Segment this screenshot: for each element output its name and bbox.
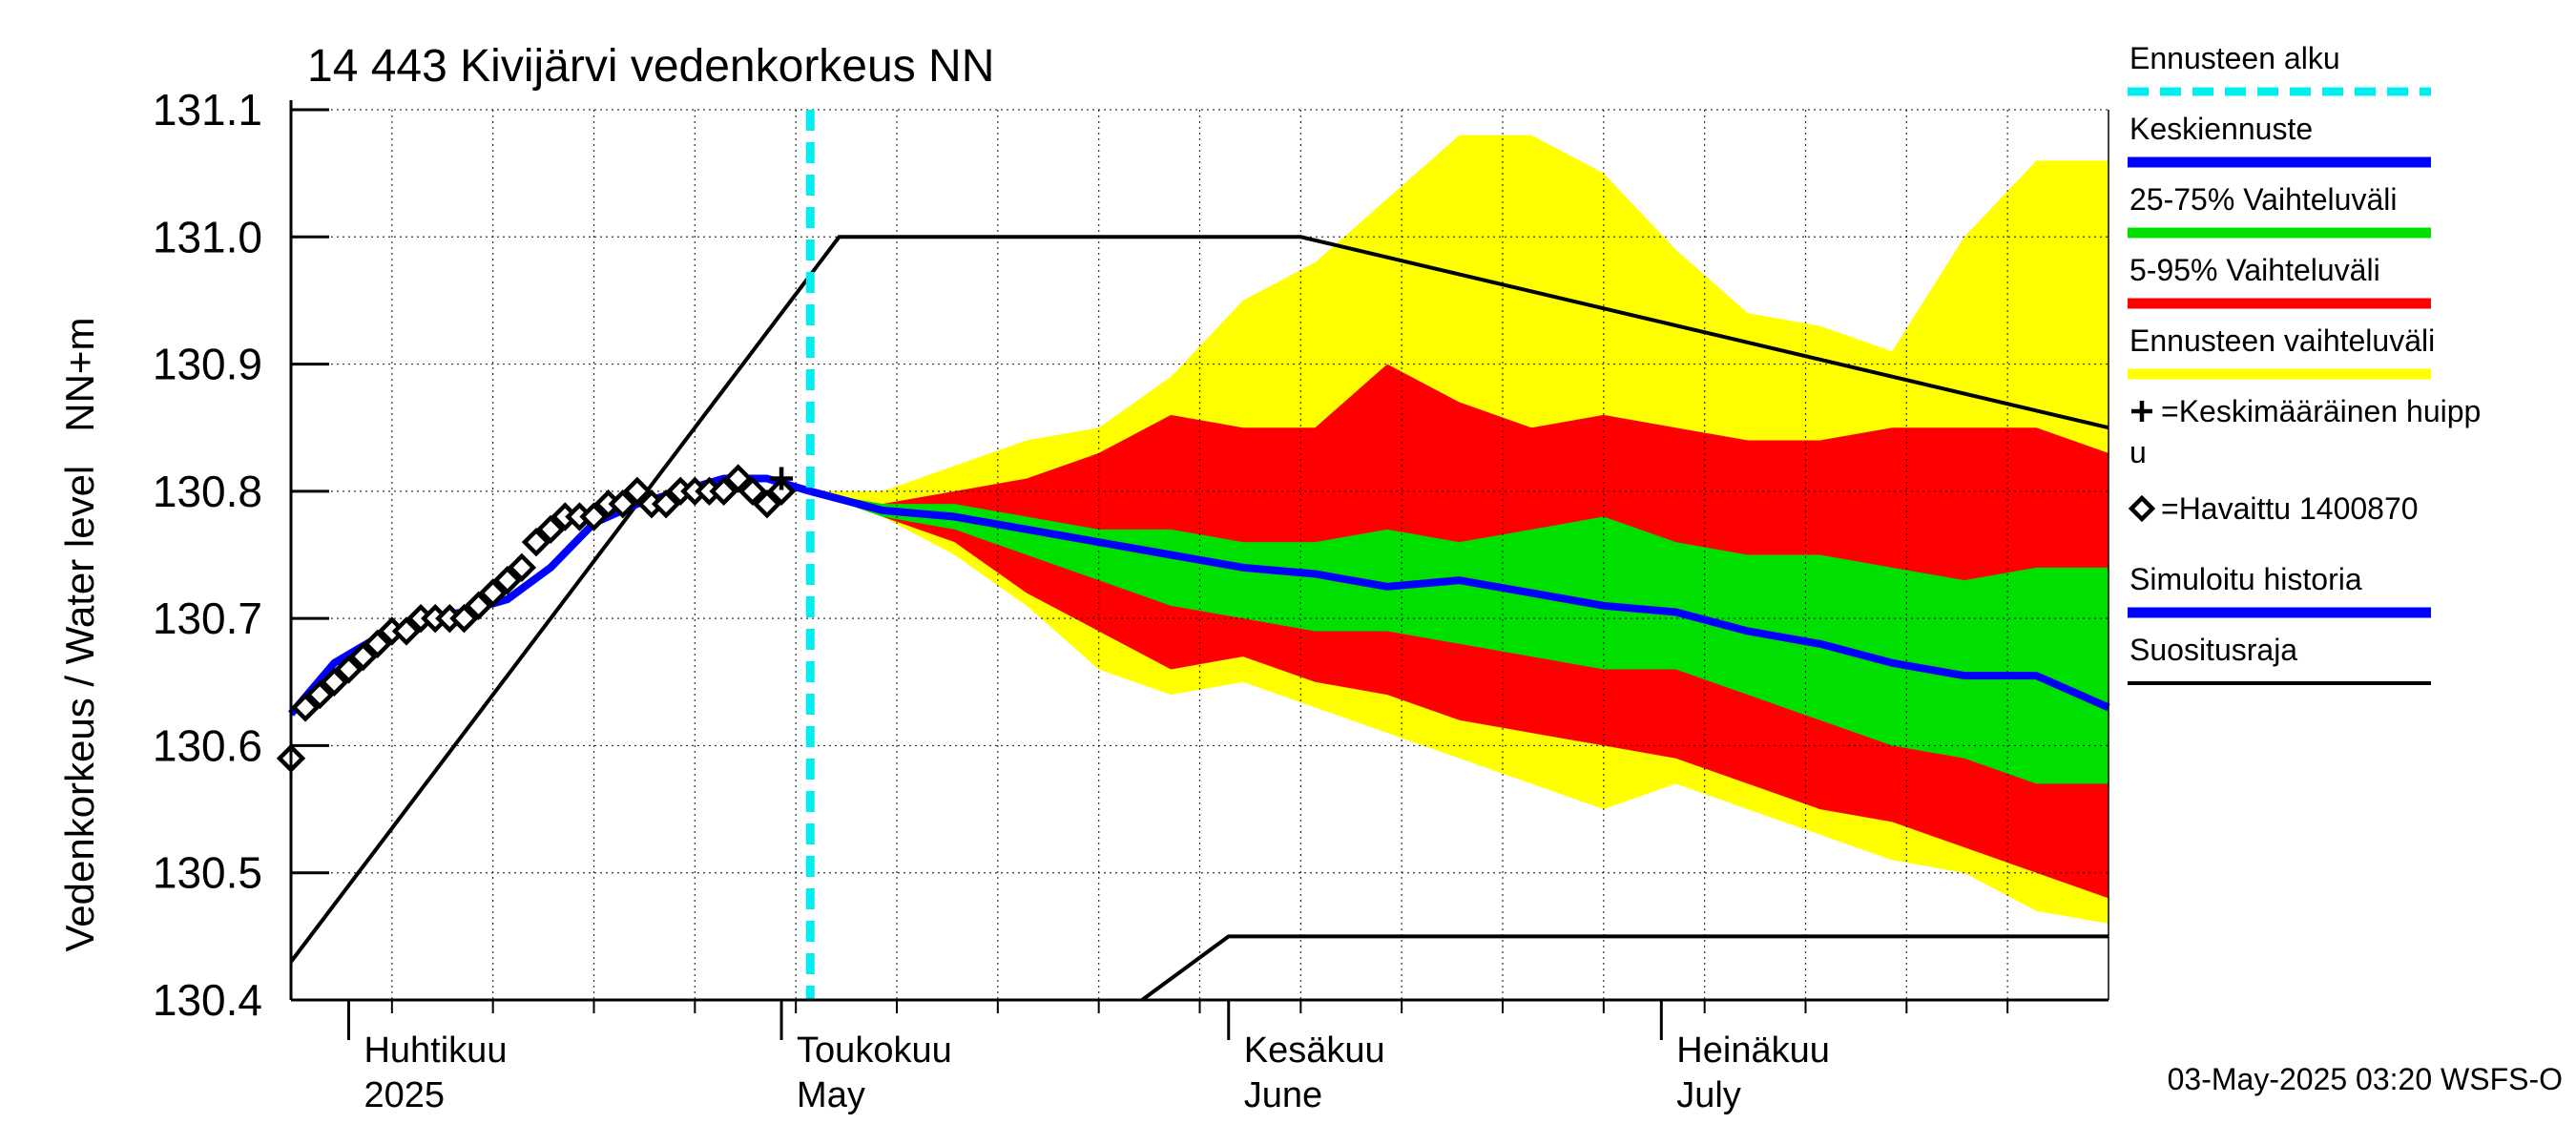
observed-point xyxy=(348,641,378,672)
x-month-label-fi: Huhtikuu xyxy=(364,1030,507,1071)
observed-point xyxy=(608,489,637,519)
observed-point xyxy=(363,629,392,658)
legend-label: =Havaittu 1400870 xyxy=(2161,491,2419,526)
footer-timestamp: 03-May-2025 03:20 WSFS-O xyxy=(2168,1062,2563,1096)
legend-label: Ennusteen alku xyxy=(2129,41,2340,75)
y-tick-label: 130.8 xyxy=(153,467,262,516)
y-tick-label: 130.6 xyxy=(153,720,262,770)
observed-point xyxy=(478,578,508,608)
y-tick-label: 131.1 xyxy=(153,85,262,135)
y-tick-label: 130.5 xyxy=(153,848,262,898)
mean-peak-marker xyxy=(770,467,794,490)
forecast-mean-line xyxy=(809,487,2110,712)
observed-point xyxy=(507,552,537,583)
observed-point xyxy=(737,476,767,507)
legend-label-continued: u xyxy=(2129,435,2147,469)
y-tick-label: 130.7 xyxy=(153,593,262,643)
y-tick-label: 131.0 xyxy=(153,212,262,261)
observed-point xyxy=(449,603,479,634)
legend-label: Simuloitu historia xyxy=(2129,562,2362,596)
x-month-label-fi: Kesäkuu xyxy=(1244,1030,1385,1071)
observed-point xyxy=(391,616,422,646)
observed-point xyxy=(492,565,522,595)
observed-point xyxy=(535,514,566,545)
observed-point xyxy=(579,502,609,531)
x-month-label-en: 2025 xyxy=(364,1075,445,1115)
observed-point xyxy=(320,667,349,697)
observed-point xyxy=(334,655,364,684)
legend-label: Suositusraja xyxy=(2129,633,2297,667)
observed-point xyxy=(290,693,321,722)
band-00e000 xyxy=(810,490,2109,784)
legend-label: =Keskimääräinen huipp xyxy=(2161,394,2481,428)
observed-point xyxy=(651,489,681,519)
plot-area: 130.4 130.5 130.6 130.7 130.8 130.9 131.0 131.1… xyxy=(153,85,2110,1115)
legend-swatch-peak xyxy=(2131,401,2152,422)
legend: Ennusteen alku Keskiennuste 25-75% Vaihtel… xyxy=(2128,41,2481,685)
y-tick-label: 130.4 xyxy=(153,975,262,1025)
limit-line xyxy=(289,235,2109,964)
observed-point xyxy=(622,476,653,507)
limit-line xyxy=(1140,934,2109,1002)
observed-point xyxy=(709,476,738,507)
y-tick-label: 130.9 xyxy=(153,340,262,389)
observed-point xyxy=(752,489,782,519)
legend-swatch-observed xyxy=(2128,494,2156,523)
observed-point xyxy=(464,591,493,620)
x-month-label-en: June xyxy=(1244,1075,1322,1115)
chart-title: 14 443 Kivijärvi vedenkorkeus NN xyxy=(307,41,994,92)
x-month-label-fi: Heinäkuu xyxy=(1676,1030,1830,1071)
legend-label: 5-95% Vaihteluväli xyxy=(2129,253,2380,287)
x-month-label-fi: Toukokuu xyxy=(797,1030,952,1071)
legend-label: Keskiennuste xyxy=(2129,112,2313,146)
x-month-label-en: July xyxy=(1676,1075,1741,1115)
legend-label: 25-75% Vaihteluväli xyxy=(2129,182,2397,217)
observed-point xyxy=(521,527,551,557)
observed-point xyxy=(723,464,753,493)
observed-point xyxy=(766,476,797,507)
y-axis-label: Vedenkorkeus / Water level NN+m xyxy=(57,318,102,952)
x-month-label-en: May xyxy=(797,1075,865,1115)
legend-label: Ennusteen vaihteluväli xyxy=(2129,323,2435,358)
observed-point xyxy=(305,679,335,710)
